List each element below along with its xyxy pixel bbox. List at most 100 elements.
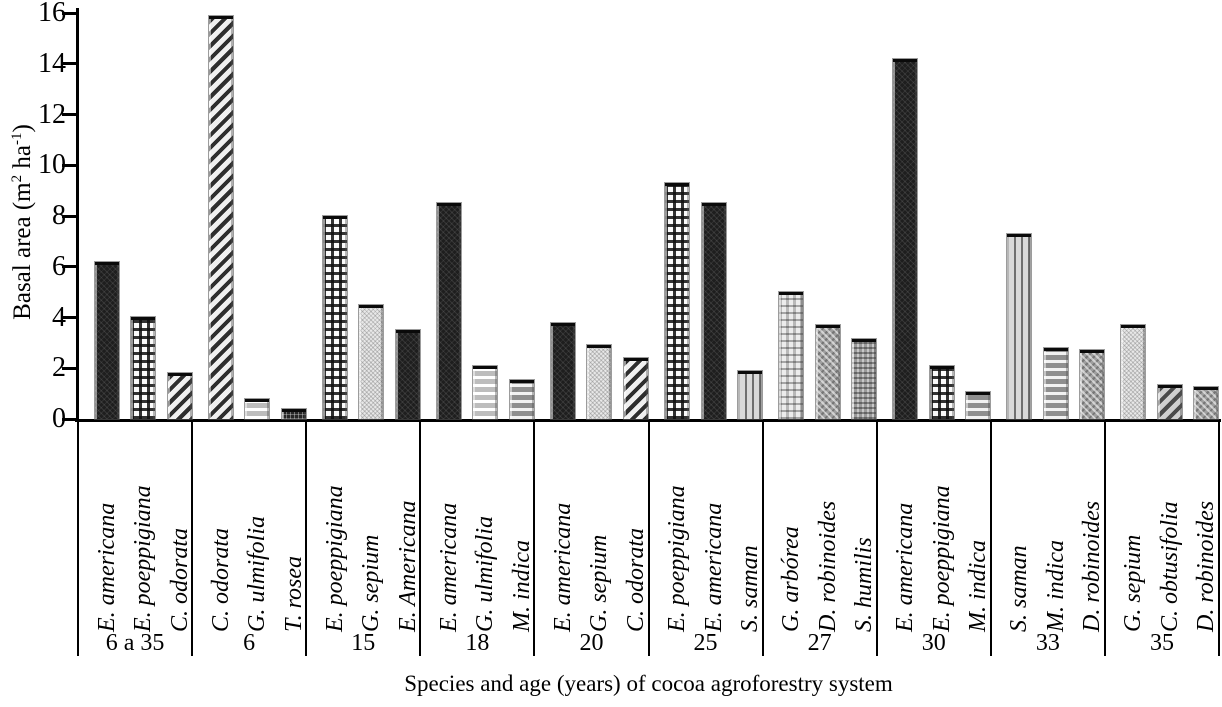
bar — [94, 262, 119, 419]
age-label: 20 — [579, 630, 604, 656]
y-tick-label: 0 — [52, 403, 66, 434]
bar — [779, 292, 804, 419]
bar — [167, 373, 192, 419]
age-label: 30 — [921, 630, 946, 656]
bar-species-label: E. Americana — [394, 500, 421, 632]
y-tick-mark — [62, 265, 76, 269]
group-separator — [647, 419, 650, 656]
bar — [322, 216, 347, 419]
bar — [473, 366, 498, 419]
bar — [509, 380, 534, 419]
bar-species-label: E. americana — [549, 502, 576, 632]
bar-species-label: E. americana — [435, 502, 462, 632]
group-separator — [305, 419, 308, 656]
bar-species-label: E. poeppigiana — [664, 485, 691, 632]
y-tick-mark — [62, 316, 76, 319]
bar-species-label: E. americana — [892, 502, 919, 632]
group-separator — [191, 419, 194, 656]
y-tick-label: 8 — [52, 200, 66, 231]
group-separator — [77, 419, 79, 656]
bar — [738, 371, 763, 419]
bar — [1121, 325, 1146, 419]
bar — [359, 305, 384, 419]
bar-species-label: T. rosea — [280, 555, 307, 632]
y-tick-label: 4 — [52, 301, 66, 333]
group-separator — [989, 419, 992, 656]
bar-species-label: G. sepium — [358, 534, 385, 632]
bar — [815, 325, 840, 419]
bar — [131, 317, 156, 419]
bar-species-label: S. saman — [1006, 545, 1033, 632]
bar-species-label: E. poeppigiana — [130, 485, 157, 632]
y-tick-mark — [62, 62, 76, 66]
bar-species-label: C. odorata — [207, 527, 234, 632]
y-tick-mark — [62, 366, 76, 370]
bar-species-label: S. saman — [737, 545, 764, 632]
bar-species-label: C. odorata — [622, 527, 649, 632]
bar-species-label: C. odorata — [166, 527, 193, 632]
bar — [1043, 348, 1068, 419]
bar-species-label: C. obtusifolia — [1156, 501, 1183, 632]
bar-species-label: E. poeppigiana — [321, 485, 348, 632]
bar — [929, 366, 954, 419]
bar — [893, 59, 918, 419]
bar — [245, 399, 270, 419]
age-label: 35 — [1149, 630, 1174, 656]
age-label: 6 — [243, 630, 256, 656]
bar-species-label: M. indica — [1042, 540, 1069, 632]
age-label: 6 a 35 — [105, 630, 165, 656]
bar — [208, 16, 233, 419]
y-tick-label: 12 — [38, 98, 66, 130]
bar-species-label: G. sepium — [586, 534, 613, 632]
bar — [587, 345, 612, 419]
y-axis-line — [76, 8, 79, 421]
y-tick-mark — [62, 11, 76, 15]
y-tick-mark — [62, 163, 76, 167]
bar — [852, 339, 877, 419]
bar-species-label: G. ulmifolia — [472, 515, 499, 632]
bar — [701, 203, 726, 419]
bar — [1080, 350, 1105, 419]
age-label: 33 — [1035, 630, 1060, 656]
bar-species-label: M. indica — [508, 540, 535, 632]
y-tick-label: 6 — [52, 250, 66, 282]
bar-species-label: G. sepium — [1120, 534, 1147, 632]
bar-species-label: M. indica — [965, 540, 992, 632]
group-separator — [1218, 419, 1220, 656]
bar — [623, 358, 648, 419]
bar-species-label: D. robinoides — [1079, 500, 1106, 632]
y-tick-label: 10 — [38, 149, 66, 181]
bar-species-label: E. poeppigiana — [928, 485, 955, 632]
y-axis-title-superscript-minus1: -1 — [9, 132, 25, 146]
group-separator — [1103, 419, 1106, 656]
bar-species-label: G. arbórea — [778, 526, 805, 632]
bar-species-label: E. americana — [700, 502, 727, 632]
y-tick-mark — [62, 214, 76, 218]
y-tick-label: 14 — [38, 47, 66, 79]
bar-species-label: S. humilis — [851, 537, 878, 632]
bar — [1157, 385, 1182, 419]
bar-species-label: E. americana — [93, 502, 120, 632]
age-label: 27 — [807, 630, 832, 656]
y-tick-label: 16 — [38, 0, 66, 28]
age-label: 15 — [351, 630, 376, 656]
bar — [281, 409, 306, 419]
bar — [1007, 234, 1032, 419]
bar — [1194, 387, 1219, 419]
age-label: 25 — [693, 630, 718, 656]
bar — [966, 392, 991, 419]
x-axis-title: Species and age (years) of cocoa agrofor… — [404, 671, 893, 696]
age-label: 18 — [465, 630, 490, 656]
y-tick-mark — [62, 113, 76, 116]
group-separator — [533, 419, 536, 656]
y-tick-label: 2 — [52, 352, 66, 384]
group-separator — [875, 419, 878, 656]
bar — [665, 183, 690, 419]
bar-species-label: D. robinoides — [1193, 500, 1220, 632]
y-tick-mark — [62, 417, 76, 421]
bar — [436, 203, 461, 419]
bar — [395, 330, 420, 419]
group-separator — [419, 419, 422, 656]
bar-species-label: G. ulmifolia — [244, 515, 271, 632]
